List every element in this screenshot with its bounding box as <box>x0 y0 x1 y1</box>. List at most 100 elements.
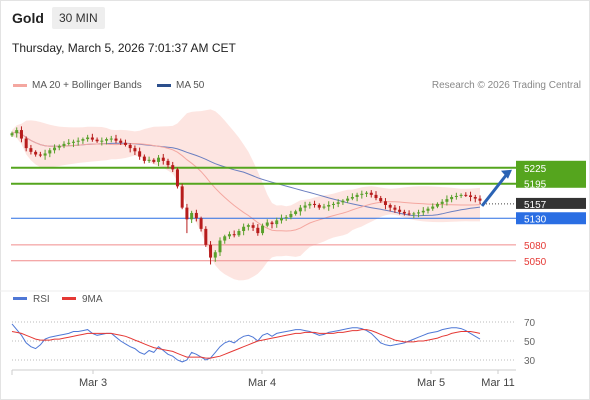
candle-body <box>128 144 132 149</box>
candle-body <box>383 201 387 205</box>
credit-text: Research © 2026 Trading Central <box>431 80 581 91</box>
timeframe-badge[interactable]: 30 MIN <box>52 7 105 29</box>
rsi-line <box>11 323 481 363</box>
candle-body <box>270 222 274 225</box>
price-label-5080: 5080 <box>524 241 547 252</box>
bollinger-band-fill <box>12 109 480 281</box>
rsi-ma-legend-swatch <box>62 297 76 300</box>
candle-body <box>185 207 189 220</box>
rsi-legend-swatch <box>13 297 27 300</box>
instrument-title: Gold <box>12 10 44 26</box>
candle-body <box>190 212 194 220</box>
candle-body <box>294 211 298 214</box>
candle-body <box>48 150 52 154</box>
candle-body <box>417 212 421 214</box>
legend-ma20-label: MA 20 + Bollinger Bands <box>32 80 142 91</box>
candle-body <box>171 165 175 170</box>
candle-body <box>119 140 123 143</box>
candle-body <box>341 200 345 203</box>
candle-body <box>279 218 283 221</box>
candle-body <box>53 147 57 151</box>
legend-ma50-swatch <box>157 83 171 87</box>
candle-body <box>180 186 184 208</box>
candle-body <box>445 199 449 202</box>
candle-body <box>57 146 61 148</box>
candle-body <box>15 130 19 134</box>
candle-body <box>147 159 151 161</box>
target-zone-box <box>516 160 586 188</box>
candle-body <box>298 207 302 212</box>
candle-body <box>34 151 38 155</box>
candle-body <box>166 160 170 166</box>
timestamp: Thursday, March 5, 2026 7:01:37 AM CET <box>12 41 236 55</box>
candle-body <box>388 204 392 208</box>
candle-body <box>407 213 411 215</box>
candle-body <box>322 206 326 208</box>
candle-body <box>246 225 250 227</box>
candle-body <box>19 130 23 139</box>
candle-body <box>105 139 109 141</box>
price-label-5157: 5157 <box>524 200 547 211</box>
candle-body <box>336 202 340 204</box>
candle-body <box>308 203 312 206</box>
legend-ma20: MA 20 + Bollinger Bands <box>13 80 142 91</box>
legend-ma20-swatch <box>13 83 27 87</box>
candle-body <box>242 226 246 231</box>
candle-body <box>459 194 463 196</box>
x-tick-label: Mar 4 <box>248 377 276 389</box>
candle-body <box>265 222 269 226</box>
candle-body <box>355 194 359 197</box>
candle-body <box>369 192 373 195</box>
x-tick-label: Mar 11 <box>481 377 514 389</box>
candle-body <box>161 157 165 161</box>
candle-body <box>331 203 335 205</box>
forecast-arrow-head <box>501 169 512 179</box>
candle-body <box>435 203 439 207</box>
rsi-ma-line <box>11 329 481 359</box>
candle-body <box>29 148 33 152</box>
price-label-5130: 5130 <box>524 214 547 225</box>
candle-body <box>86 137 90 140</box>
candle-body <box>123 142 127 145</box>
candle-body <box>440 201 444 204</box>
candle-body <box>256 227 260 234</box>
candle-body <box>365 192 369 194</box>
candle-body <box>412 213 416 215</box>
candle-body <box>90 137 94 140</box>
candle-body <box>350 197 354 199</box>
x-tick-label: Mar 3 <box>79 377 107 389</box>
candle-body <box>251 225 255 228</box>
candle-body <box>100 140 104 142</box>
candle-body <box>218 240 222 253</box>
price-label-5050: 5050 <box>524 257 547 268</box>
candle-body <box>232 234 236 236</box>
candle-body <box>261 225 265 234</box>
candle-body <box>303 205 307 208</box>
candle-body <box>62 143 66 146</box>
candle-body <box>398 209 402 212</box>
price-label-5195: 5195 <box>524 180 547 191</box>
candle-body <box>194 212 198 219</box>
candle-body <box>393 207 397 210</box>
current-price-box <box>516 197 586 209</box>
candle-body <box>142 156 146 161</box>
candle-body <box>157 157 161 162</box>
candle-body <box>275 220 279 225</box>
candle-body <box>133 148 137 152</box>
candle-body <box>402 211 406 214</box>
support-box <box>516 212 586 225</box>
candle-body <box>71 141 75 143</box>
candle-body <box>421 210 425 213</box>
candle-body <box>478 198 482 201</box>
rsi-ma-legend-label: 9MA <box>82 294 103 305</box>
candle-body <box>227 234 231 237</box>
candle-body <box>95 139 99 142</box>
candle-body <box>199 218 203 229</box>
candle-body <box>360 193 364 195</box>
rsi-legend-label: RSI <box>33 294 50 305</box>
rsi-tick-50: 50 <box>524 337 536 348</box>
candle-body <box>114 138 118 141</box>
candle-body <box>10 133 14 136</box>
candle-body <box>327 204 331 207</box>
